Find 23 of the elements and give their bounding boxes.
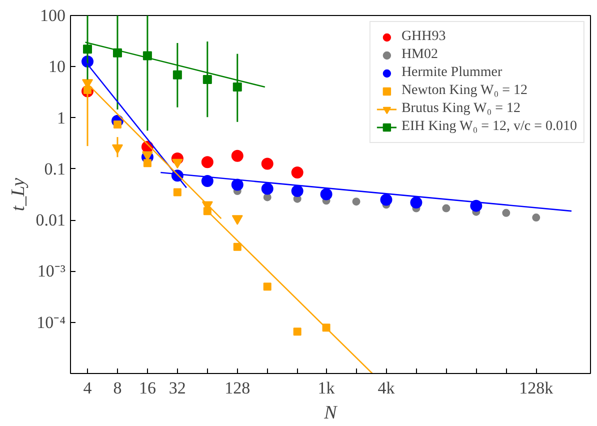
- y-tick-label: 0.1: [44, 159, 66, 178]
- legend-label: EIH King W₀ = 12, v/c = 0.010: [401, 118, 577, 136]
- legend-label: Newton King W₀ = 12: [401, 82, 528, 100]
- x-tick-label: 4k: [378, 378, 396, 398]
- x-tick-label: 4: [83, 378, 92, 398]
- legend-label: HM02: [401, 46, 438, 64]
- legend-label: Brutus King W₀ = 12: [401, 100, 521, 118]
- x-tick-label: 128k: [519, 378, 554, 398]
- legend-label: GHH93: [401, 28, 446, 46]
- y-tick-label: 10⁻³: [37, 262, 66, 281]
- y-tick-label: 0.01: [36, 210, 66, 230]
- x-tick-label: 128: [224, 378, 250, 398]
- x-tick-label: 32: [168, 378, 186, 398]
- x-tick-label: 16: [138, 378, 156, 398]
- y-tick-label: 10: [48, 57, 66, 76]
- y-axis-title: t_Ly: [8, 177, 29, 212]
- y-tick-label: 100: [40, 6, 66, 25]
- x-tick-label: 8: [113, 378, 122, 398]
- legend-label: Hermite Plummer: [401, 64, 502, 82]
- y-tick-label: 10⁻⁴: [36, 312, 66, 332]
- x-axis-title: N: [323, 402, 338, 424]
- y-tick-label: 1: [57, 108, 66, 128]
- x-tick-label: 1k: [318, 378, 336, 398]
